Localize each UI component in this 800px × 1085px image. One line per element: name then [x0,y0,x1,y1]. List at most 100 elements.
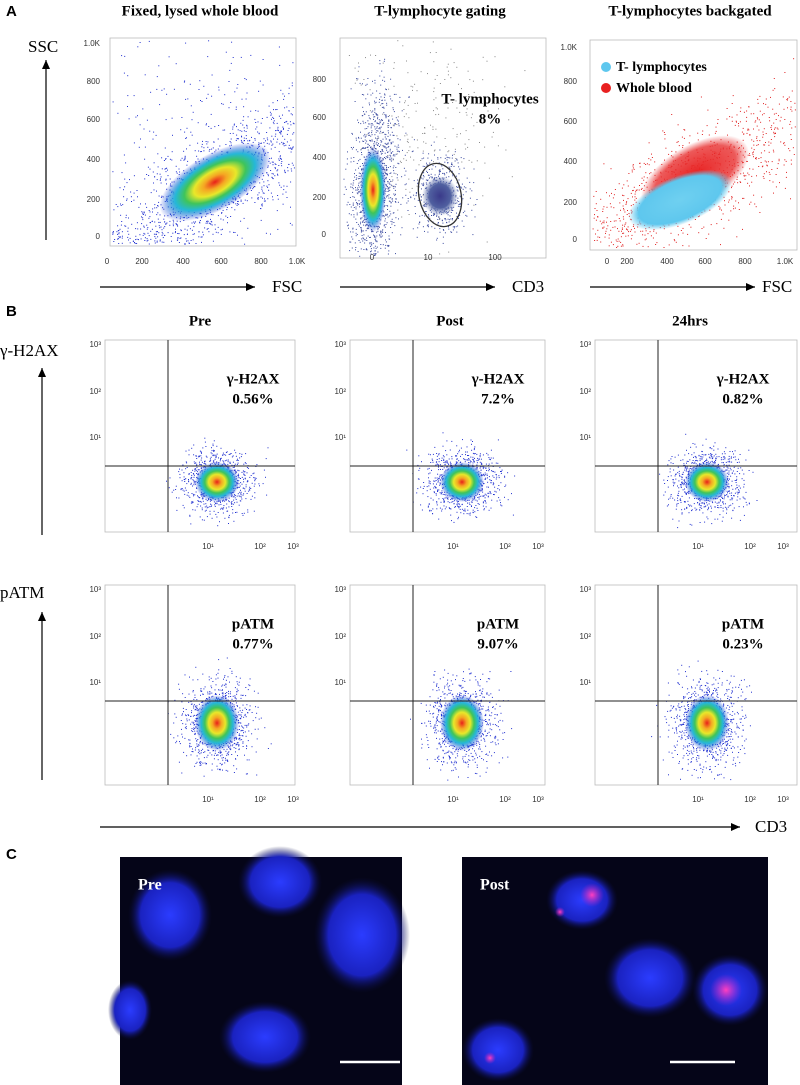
event-dot [171,236,172,237]
event-dot [287,167,288,168]
event-dot [759,140,760,141]
event-dot [631,238,632,239]
event-dot [177,240,178,241]
event-dot [351,184,352,185]
event-dot [391,152,392,153]
event-dot [164,226,165,227]
event-dot [361,85,362,86]
event-dot [457,226,458,227]
event-dot [358,138,359,139]
event-dot [242,125,243,126]
event-dot [747,130,748,131]
event-dot [362,141,363,142]
event-dot [272,178,273,179]
event-dot [222,454,223,455]
event-dot [723,228,724,229]
event-dot [392,100,393,101]
event-dot [267,117,268,118]
event-dot [369,237,370,238]
event-dot [201,242,202,243]
event-dot [354,207,355,208]
event-dot [206,123,207,124]
event-dot [165,180,166,181]
event-dot [291,149,292,150]
event-dot [191,240,192,241]
event-dot [289,128,290,129]
event-dot [771,125,772,126]
event-dot [277,109,278,110]
event-dot [290,223,291,224]
event-dot [197,506,198,507]
event-dot [222,229,223,230]
event-dot [347,222,348,223]
event-dot [161,90,162,91]
event-dot [477,160,478,161]
event-dot [455,161,456,162]
event-dot [731,198,732,199]
event-dot [172,118,173,119]
event-dot [290,207,291,208]
event-dot [144,159,145,160]
event-dot [186,462,187,463]
event-dot [214,504,215,505]
event-dot [421,178,422,179]
event-dot [596,203,597,204]
event-dot [376,144,377,145]
event-dot [774,136,775,137]
event-dot [380,140,381,141]
event-dot [463,158,464,159]
event-dot [160,178,161,179]
y-tick-label: 600 [313,113,327,122]
event-dot [439,173,440,174]
event-dot [150,169,151,170]
event-dot [185,229,186,230]
y-tick-label: 200 [313,193,327,202]
event-dot [362,217,363,218]
event-dot [351,236,352,237]
event-dot [408,150,409,151]
event-dot [194,461,195,462]
event-dot [169,56,170,57]
event-dot [473,205,474,206]
event-dot [388,189,389,190]
event-dot [218,457,219,458]
event-dot [215,229,216,230]
event-dot [790,101,791,102]
event-dot [379,60,380,61]
event-dot [352,196,353,197]
event-dot [243,515,244,516]
event-dot [408,210,409,211]
event-dot [185,99,186,100]
event-dot [192,230,193,231]
event-dot [254,119,255,120]
event-dot [678,141,679,142]
event-dot [185,244,186,245]
event-dot [374,237,375,238]
event-dot [239,487,240,488]
event-dot [429,169,430,170]
event-dot [381,71,382,72]
event-dot [379,133,380,134]
y-tick-label: 600 [87,115,101,124]
event-dot [206,143,207,144]
event-dot [244,130,245,131]
event-dot [733,208,734,209]
event-dot [372,134,373,135]
event-dot [275,134,276,135]
event-dot [787,98,788,99]
y-tick-label: 600 [564,117,578,126]
event-dot [230,102,231,103]
event-dot [387,222,388,223]
event-dot [138,207,139,208]
event-dot [594,240,595,241]
event-dot [466,191,467,192]
event-dot [631,205,632,206]
event-dot [254,138,255,139]
y-tick-label: 400 [87,155,101,164]
event-dot [428,225,429,226]
event-dot [195,150,196,151]
event-dot [124,56,125,57]
event-dot [632,235,633,236]
event-dot [391,221,392,222]
event-dot [238,204,239,205]
